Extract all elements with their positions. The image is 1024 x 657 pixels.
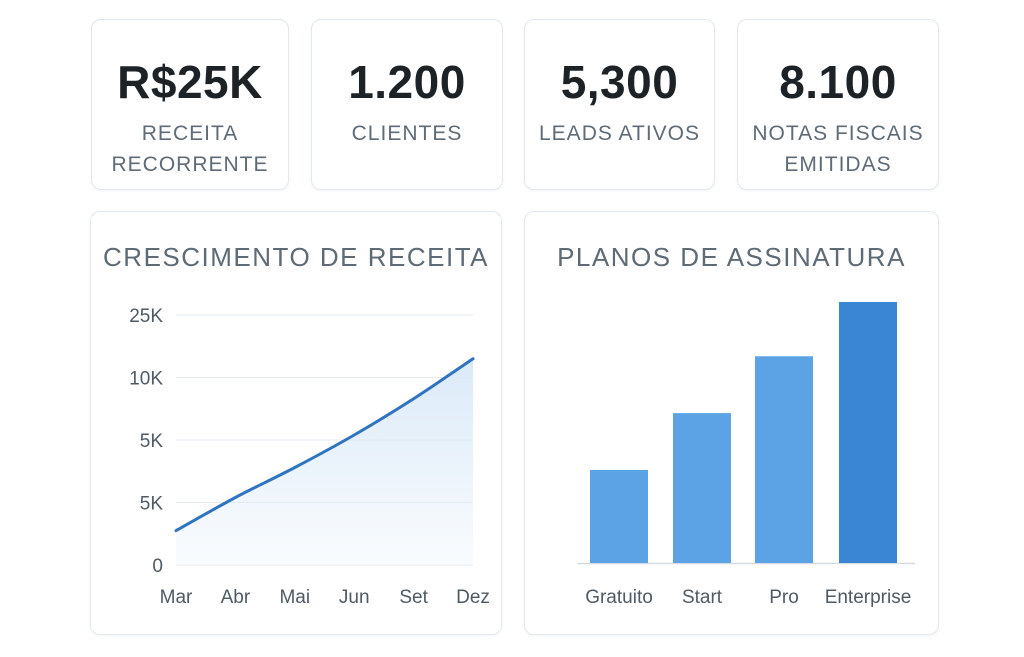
revenue-chart-card: CRESCIMENTO DE RECEITA 0 5K 5K 10K 25K Mar Abr… [90, 211, 502, 635]
plans-chart-card: PLANOS DE ASSINATURA Gratuito Start Pro Ent… [524, 211, 939, 635]
x-tick-label: Set [399, 587, 428, 608]
x-tick-label: Pro [769, 587, 799, 608]
x-tick-label: Start [682, 587, 723, 608]
y-tick-label: 0 [152, 556, 163, 577]
x-tick-label: Gratuito [585, 587, 653, 608]
x-tick-label: Abr [221, 587, 251, 608]
chart-title: PLANOS DE ASSINATURA [557, 242, 906, 272]
kpi-card-clientes: 1.200 CLIENTES [311, 19, 503, 190]
kpi-card-notas: 8.100 NOTAS FISCAIS EMITIDAS [737, 19, 939, 190]
bar-gratuito [590, 469, 648, 563]
x-tick-label: Jun [339, 587, 370, 608]
revenue-line-chart: 0 5K 5K 10K 25K Mar Abr Mai Jun Set Dez [129, 306, 490, 608]
x-tick-label: Enterprise [825, 587, 912, 608]
kpi-card-leads: 5,300 LEADS ATIVOS [524, 19, 715, 190]
bar-start [673, 413, 731, 563]
y-tick-label: 10K [129, 369, 163, 390]
kpi-label: CLIENTES [351, 122, 463, 145]
revenue-line [174, 357, 475, 533]
bar-enterprise [839, 302, 897, 563]
y-tick-label: 5K [140, 494, 164, 515]
x-tick-label: Mar [160, 587, 193, 608]
y-tick-label: 25K [129, 306, 163, 327]
kpi-value: R$25K [117, 56, 263, 108]
kpi-value: 1.200 [348, 56, 466, 108]
x-tick-label: Mai [279, 587, 310, 608]
plans-bar-chart: Gratuito Start Pro Enterprise [577, 302, 915, 608]
revenue-area [176, 358, 473, 565]
kpi-label: RECEITA RECORRENTE [111, 122, 269, 176]
chart-title: CRESCIMENTO DE RECEITA [103, 242, 489, 272]
kpi-value: 8.100 [779, 56, 897, 108]
kpi-value: 5,300 [560, 56, 679, 108]
kpi-label: LEADS ATIVOS [539, 122, 700, 145]
y-tick-label: 5K [140, 431, 164, 452]
kpi-label: NOTAS FISCAIS EMITIDAS [752, 122, 924, 176]
x-tick-label: Dez [456, 587, 490, 608]
kpi-card-receita: R$25K RECEITA RECORRENTE [91, 19, 289, 190]
bar-pro [755, 356, 813, 563]
